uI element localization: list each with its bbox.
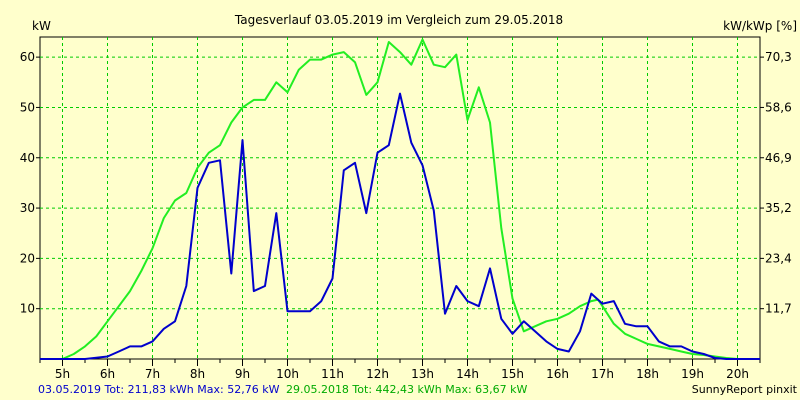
x-tick-label: 5h — [55, 367, 70, 381]
x-axis-ticks: 5h 6h 7h 8h 9h 10h 11h 12h 13h 14h 15h 16h 17h 18h 19h… — [39, 359, 761, 381]
x-tick-label: 14h — [456, 367, 479, 381]
footer-legend: 03.05.2019 Tot: 211,83 kWh Max: 52,76 kW… — [38, 383, 528, 396]
y-left-tick-label: 40 — [20, 151, 35, 165]
x-tick-label: 12h — [366, 367, 389, 381]
series-line-03-05-2019 — [40, 92, 760, 360]
footer-green-series: 29.05.2018 Tot: 442,43 kWh Max: 63,67 kW — [286, 383, 528, 396]
y-axis-left-ticks: 10 20 30 40 50 60 — [20, 50, 40, 316]
series-line-29-05-2018 — [40, 38, 760, 360]
x-tick-label: 6h — [100, 367, 115, 381]
x-tick-label: 7h — [145, 367, 160, 381]
x-tick-label: 9h — [235, 367, 250, 381]
y-left-tick-label: 20 — [20, 251, 35, 265]
x-tick-label: 11h — [321, 367, 344, 381]
x-tick-label: 10h — [276, 367, 299, 381]
y-right-tick-label: 58,6 — [765, 100, 792, 114]
y-right-tick-label: 11,7 — [765, 302, 792, 316]
series-layer — [40, 38, 760, 360]
grid-lines — [40, 37, 760, 359]
footer-blue-series: 03.05.2019 Tot: 211,83 kWh Max: 52,76 kW — [38, 383, 280, 396]
x-tick-label: 15h — [501, 367, 524, 381]
x-tick-label: 8h — [190, 367, 205, 381]
chart-title: Tagesverlauf 03.05.2019 im Vergleich zum… — [234, 13, 563, 27]
y-left-tick-label: 30 — [20, 201, 35, 215]
y-right-tick-label: 70,3 — [765, 50, 792, 64]
x-tick-label: 19h — [681, 367, 704, 381]
footer-brand: SunnyReport pinxit — [692, 383, 798, 396]
y-left-tick-label: 50 — [20, 100, 35, 114]
x-tick-label: 13h — [411, 367, 434, 381]
y-left-tick-label: 10 — [20, 302, 35, 316]
x-tick-label: 17h — [591, 367, 614, 381]
y-right-tick-label: 46,9 — [765, 151, 792, 165]
y-right-tick-label: 35,2 — [765, 201, 792, 215]
y-axis-right-ticks: 11,7 23,4 35,2 46,9 58,6 70,3 — [760, 50, 792, 316]
x-tick-label: 16h — [546, 367, 569, 381]
x-tick-label: 18h — [636, 367, 659, 381]
plot-area — [39, 36, 761, 360]
x-tick-label: 20h — [726, 367, 749, 381]
y-left-tick-label: 60 — [20, 50, 35, 64]
y-axis-right-label: kW/kWp [%] — [723, 19, 797, 33]
y-right-tick-label: 23,4 — [765, 251, 792, 265]
y-axis-left-label: kW — [32, 19, 51, 33]
